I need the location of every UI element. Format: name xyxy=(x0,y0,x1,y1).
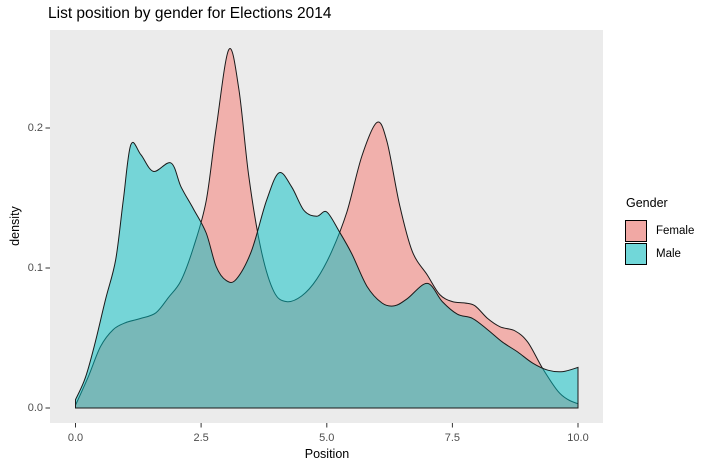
legend-label-male: Male xyxy=(656,247,681,260)
chart-title: List position by gender for Elections 20… xyxy=(48,5,332,22)
y-tick-label: 0.0 xyxy=(27,401,43,414)
y-axis-title: density xyxy=(8,206,22,246)
male-swatch-icon xyxy=(625,242,647,265)
x-tick-label: 10.0 xyxy=(567,432,589,444)
y-tick-label: 0.1 xyxy=(27,261,43,274)
female-swatch-icon xyxy=(625,219,647,242)
y-tick-label: 0.2 xyxy=(27,121,43,134)
x-tick-label: 5.0 xyxy=(319,432,335,444)
legend-title: Gender xyxy=(626,196,668,210)
legend-label-female: Female xyxy=(656,224,695,237)
x-tick-label: 2.5 xyxy=(193,432,209,444)
x-axis-title: Position xyxy=(304,447,350,461)
density-area-male xyxy=(75,141,579,409)
legend-entry-female: Female xyxy=(625,219,694,242)
legend-entry-male: Male xyxy=(625,242,694,265)
legend: Gender Female Male xyxy=(625,196,694,265)
x-tick-label: 7.5 xyxy=(444,432,461,444)
x-tick-label: 0.0 xyxy=(67,432,84,444)
